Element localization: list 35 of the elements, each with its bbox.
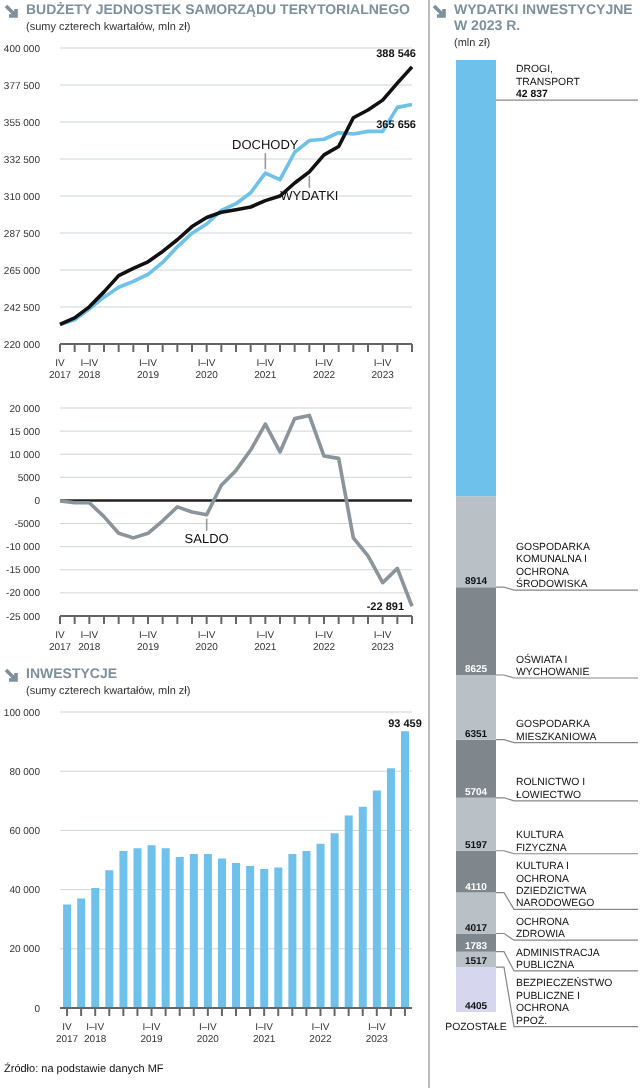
bar [358,806,367,1008]
bar [119,851,128,1008]
bar [344,815,353,1008]
bar [456,797,496,851]
bar [456,496,496,588]
bar [203,854,212,1008]
bar [189,854,198,1008]
bar [456,850,496,893]
bar [330,833,339,1008]
bar [175,857,184,1008]
bar [260,868,269,1008]
bar [217,858,226,1008]
bar [401,731,410,1008]
bar [288,854,297,1008]
bar [302,851,311,1008]
bar [161,848,170,1008]
bar [105,870,114,1008]
bar [316,843,325,1008]
bar [372,790,381,1008]
bar [456,587,496,675]
bar [77,898,86,1008]
bar [456,892,496,934]
bar [246,865,255,1008]
bar [232,862,241,1008]
bar [456,675,496,740]
line-series [58,413,414,609]
bar [386,768,395,1008]
bar [456,967,496,1012]
bar [147,845,156,1008]
bar [456,60,496,497]
bar [133,848,142,1008]
bar [274,867,283,1008]
bar [456,739,496,798]
bar [63,904,72,1008]
bar [91,888,100,1008]
